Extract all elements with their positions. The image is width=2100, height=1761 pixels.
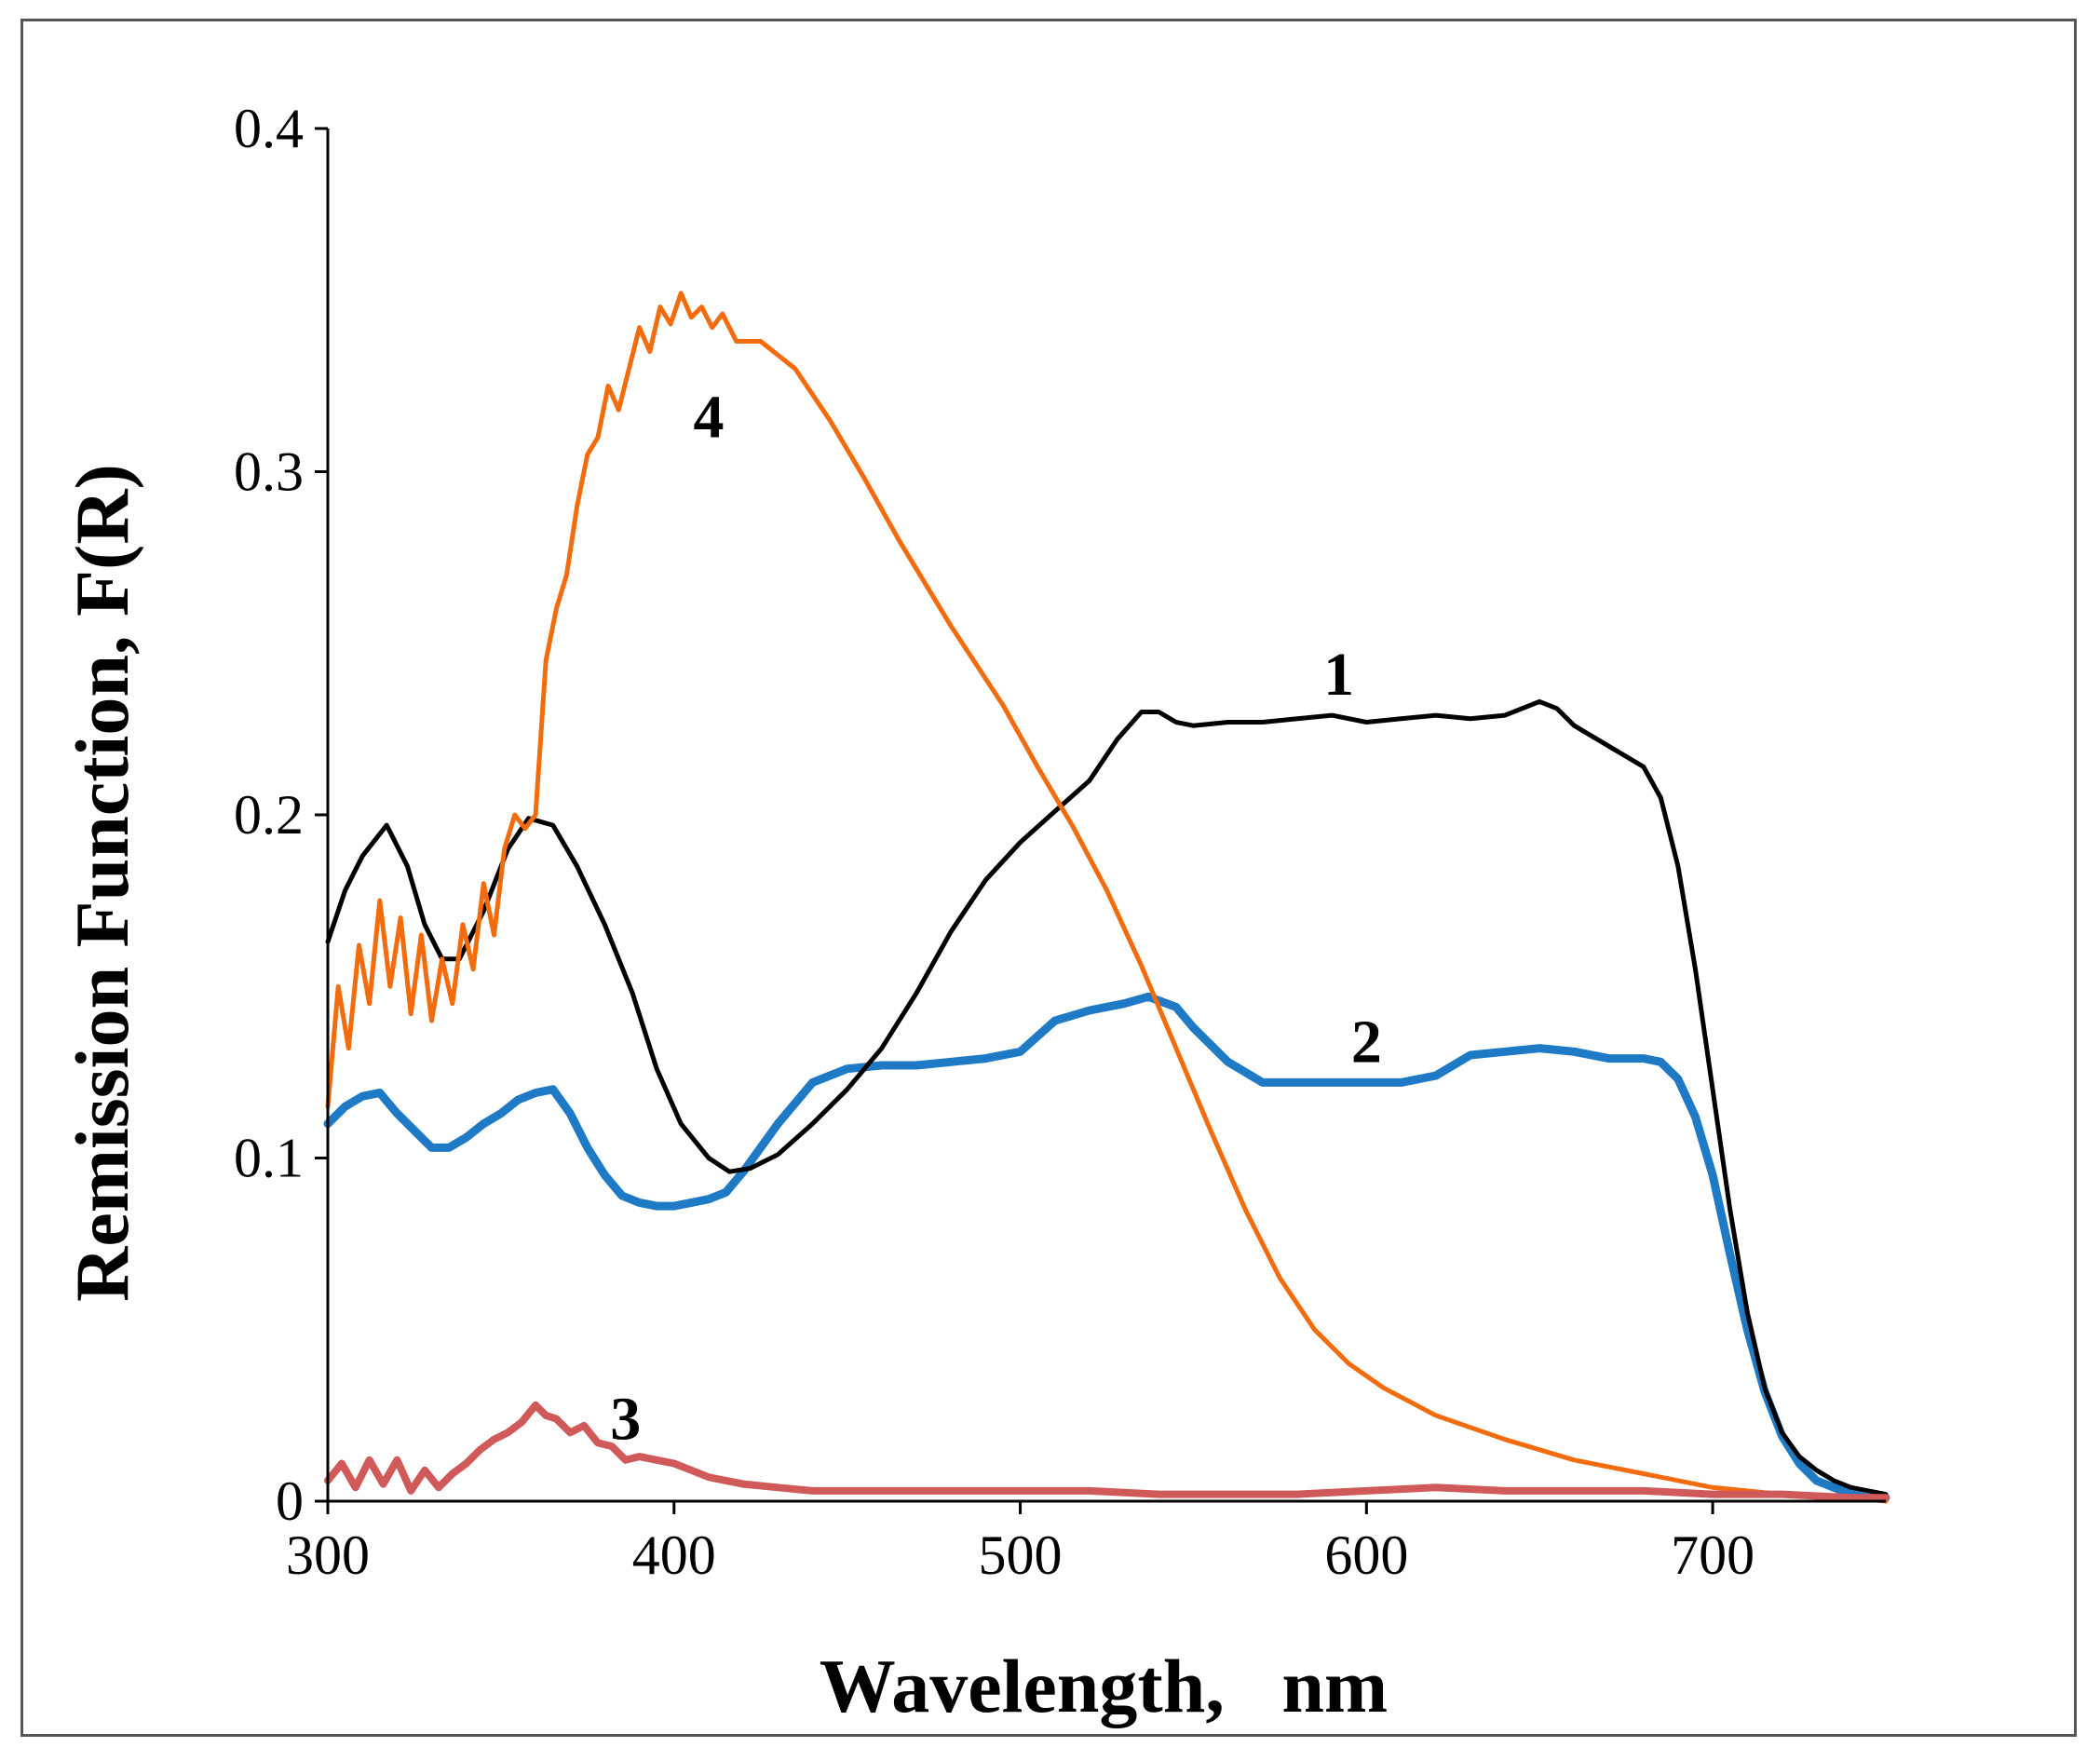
x-tick-label: 300 [286,1524,370,1586]
x-axis-title: Wavelength, nm [820,1644,1388,1728]
series-line-1 [325,698,1889,1497]
axes-layer [326,129,1886,1503]
series-layer [323,291,1890,1504]
series-line-2 [323,992,1890,1502]
figure-frame [20,19,2077,1737]
x-tick-label: 400 [632,1524,716,1586]
series-line-4 [325,291,1889,1504]
x-tick-label: 600 [1324,1524,1408,1586]
series-label-4: 4 [693,384,724,452]
series-line-3 [324,1401,1890,1502]
y-tick-label: 0.1 [234,1128,304,1189]
series-labels: 1 2 3 4 [610,384,1382,1454]
series-label-1: 1 [1323,641,1354,709]
y-tick-label: 0 [276,1470,304,1532]
y-tick-label: 0.3 [234,441,304,503]
y-tick-label: 0.4 [234,98,304,159]
y-axis-title: Remission Function, F(R) [60,464,144,1302]
series-label-2: 2 [1351,1008,1382,1076]
x-tick-label: 700 [1671,1524,1755,1586]
series-label-3: 3 [610,1386,641,1454]
ticks-layer: 300 400 500 600 700 0 0.1 0.2 0.3 0.4 [234,98,1755,1586]
x-tick-label: 500 [979,1524,1063,1586]
y-tick-label: 0.2 [234,784,304,846]
